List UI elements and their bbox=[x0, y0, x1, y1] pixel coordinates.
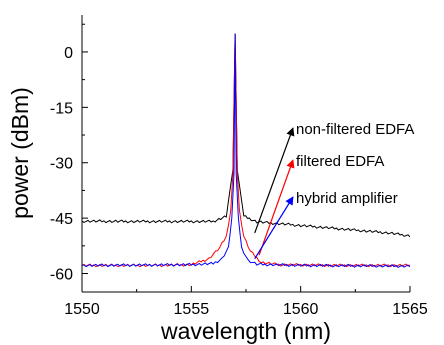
annotation-arrow-non-filtered-edfa bbox=[254, 127, 295, 234]
series-layer bbox=[82, 33, 410, 269]
y-tick-label: -30 bbox=[50, 156, 73, 173]
y-axis-title: power (dBm) bbox=[7, 87, 33, 219]
annotation-label-hybrid-amplifier: hybrid amplifier bbox=[296, 190, 398, 207]
y-tick-label: -60 bbox=[50, 267, 73, 284]
x-tick-label: 1565 bbox=[392, 301, 428, 318]
annotation-layer: non-filtered EDFA filtered EDFA hybrid amp… bbox=[254, 121, 414, 260]
annotation-label-non-filtered-edfa: non-filtered EDFA bbox=[296, 121, 414, 138]
x-tick-label: 1550 bbox=[64, 301, 100, 318]
y-tick-label: -45 bbox=[50, 211, 73, 228]
axes-layer: 1550 1555 1560 1565 0 -15 -30 -45 -60 bbox=[50, 15, 428, 318]
series-line-non-filtered-edfa bbox=[82, 33, 410, 238]
series-line-hybrid-amplifier bbox=[82, 33, 410, 269]
y-tick-label: 0 bbox=[64, 45, 73, 62]
x-tick-label: 1555 bbox=[174, 301, 210, 318]
x-axis-title: wavelength (nm) bbox=[160, 318, 331, 344]
annotation-arrow-hybrid-amplifier bbox=[254, 196, 294, 260]
x-tick-label: 1560 bbox=[283, 301, 319, 318]
y-tick-label: -15 bbox=[50, 100, 73, 117]
annotation-label-filtered-edfa: filtered EDFA bbox=[296, 153, 384, 170]
annotation-arrow-filtered-edfa bbox=[258, 159, 295, 256]
